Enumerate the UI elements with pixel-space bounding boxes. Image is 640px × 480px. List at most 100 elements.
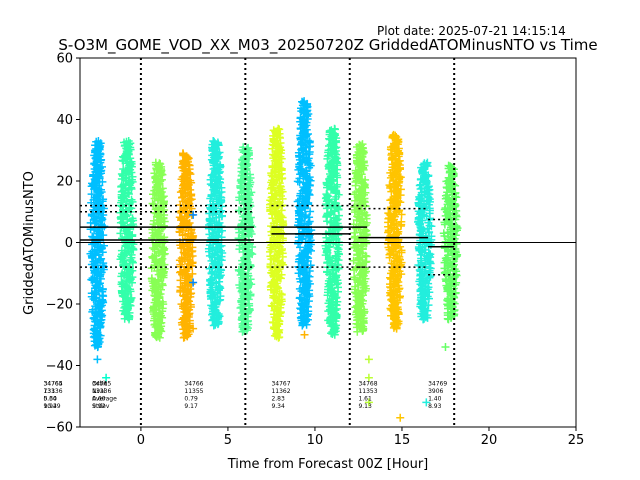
point-cluster bbox=[116, 137, 138, 324]
point-cluster bbox=[321, 124, 343, 339]
data-point bbox=[451, 280, 460, 289]
data-point bbox=[452, 193, 461, 202]
point-cluster bbox=[439, 161, 462, 324]
data-point bbox=[323, 291, 332, 300]
stats-block: 34766 11355 0.79 9.17 bbox=[184, 380, 203, 410]
outlier-point bbox=[422, 398, 431, 407]
stat-line: Average bbox=[92, 395, 117, 402]
data-point bbox=[420, 269, 429, 278]
data-point bbox=[148, 244, 157, 252]
data-point bbox=[117, 175, 126, 183]
stat-line: 0.60 bbox=[92, 395, 106, 402]
data-point bbox=[124, 150, 133, 159]
x-axis-ticks: 0 5 10 15 20 25 bbox=[137, 427, 584, 448]
stats-block: 34768 11353 1.61 9.13 bbox=[358, 380, 377, 410]
data-point bbox=[323, 154, 332, 163]
outlier-point bbox=[93, 355, 102, 364]
stat-line: 2.83 bbox=[271, 395, 285, 402]
stat-line: 34765 bbox=[92, 380, 111, 387]
data-point bbox=[327, 185, 335, 194]
outlier-point bbox=[189, 210, 198, 219]
outlier-point bbox=[102, 373, 111, 382]
stat-line: 11355 bbox=[184, 388, 203, 395]
outlier-point bbox=[396, 413, 405, 422]
data-point bbox=[333, 173, 342, 182]
x-tick-label: 0 bbox=[137, 433, 145, 448]
data-point bbox=[330, 330, 339, 339]
stat-line: Stdev bbox=[92, 403, 110, 410]
stats-block: 34767 11362 2.83 9.34 bbox=[271, 380, 290, 410]
stats-header: Orbit Nval Average Stdev bbox=[92, 380, 117, 410]
data-point bbox=[237, 287, 246, 296]
data-point bbox=[155, 333, 164, 342]
stat-line: 10.49 bbox=[43, 403, 60, 410]
stat-line: 34768 bbox=[358, 380, 377, 387]
data-point bbox=[148, 199, 157, 208]
data-point bbox=[440, 232, 449, 240]
data-point bbox=[353, 327, 362, 336]
y-tick-label: 0 bbox=[65, 236, 73, 251]
point-clusters bbox=[86, 97, 462, 352]
stats-block: 34765 13336 0.60 9.92 bbox=[43, 380, 62, 410]
stat-line: 1.61 bbox=[358, 395, 372, 402]
stat-line: 34769 bbox=[428, 380, 447, 387]
point-cluster bbox=[384, 130, 406, 333]
data-point bbox=[392, 324, 401, 333]
outlier-point bbox=[364, 373, 373, 382]
stat-line: 11353 bbox=[358, 388, 377, 395]
y-tick-label: 20 bbox=[56, 175, 73, 190]
data-point bbox=[98, 261, 107, 270]
y-tick-label: −40 bbox=[46, 359, 73, 374]
data-point bbox=[362, 239, 370, 248]
data-point bbox=[304, 175, 313, 184]
data-point bbox=[209, 321, 218, 330]
data-point bbox=[451, 215, 460, 224]
data-point bbox=[397, 248, 406, 257]
y-axis-ticks: −60 −40 −20 0 20 40 60 bbox=[46, 52, 80, 436]
stat-line: 13336 bbox=[92, 388, 111, 395]
x-tick-label: 10 bbox=[307, 433, 324, 448]
data-point bbox=[153, 267, 162, 275]
data-point bbox=[350, 208, 359, 217]
y-axis-label: GriddedATOMinusNTO bbox=[22, 171, 37, 315]
data-point bbox=[274, 333, 283, 342]
stat-line: 9.17 bbox=[184, 403, 198, 410]
data-point bbox=[159, 273, 168, 282]
point-cluster bbox=[349, 140, 371, 336]
point-cluster bbox=[175, 149, 198, 342]
x-tick-label: 20 bbox=[481, 433, 498, 448]
stats-block: 34764 731 5.34 10.49 bbox=[43, 380, 62, 410]
data-point bbox=[419, 315, 428, 324]
data-point bbox=[97, 244, 106, 253]
data-point bbox=[206, 219, 215, 228]
data-point bbox=[279, 221, 288, 230]
x-tick-label: 5 bbox=[224, 433, 232, 448]
data-point bbox=[159, 250, 168, 259]
data-point bbox=[129, 222, 138, 231]
x-axis-label: Time from Forecast 00Z [Hour] bbox=[227, 457, 429, 472]
stddev-lines bbox=[80, 204, 455, 276]
data-point bbox=[128, 278, 136, 287]
outlier-point bbox=[189, 324, 198, 333]
stat-line: 9.34 bbox=[271, 403, 285, 410]
stat-line: 3906 bbox=[428, 388, 443, 395]
stat-line: 34765 bbox=[43, 380, 62, 387]
data-point bbox=[248, 243, 257, 251]
stat-line: 5.34 bbox=[43, 395, 57, 402]
data-point bbox=[423, 313, 432, 322]
y-tick-label: 40 bbox=[56, 113, 73, 128]
point-cluster bbox=[414, 158, 436, 324]
stat-line: 0.79 bbox=[184, 395, 198, 402]
vertical-dotted-lines bbox=[139, 58, 456, 427]
data-point bbox=[322, 213, 331, 221]
y-tick-label: −60 bbox=[46, 421, 73, 436]
stat-line: Orbit bbox=[92, 380, 108, 387]
data-point bbox=[306, 207, 315, 216]
data-point bbox=[293, 197, 302, 206]
stat-line: 13336 bbox=[43, 388, 62, 395]
data-point bbox=[361, 202, 370, 211]
data-point bbox=[386, 184, 395, 192]
data-point bbox=[396, 242, 405, 251]
data-point bbox=[158, 281, 167, 290]
